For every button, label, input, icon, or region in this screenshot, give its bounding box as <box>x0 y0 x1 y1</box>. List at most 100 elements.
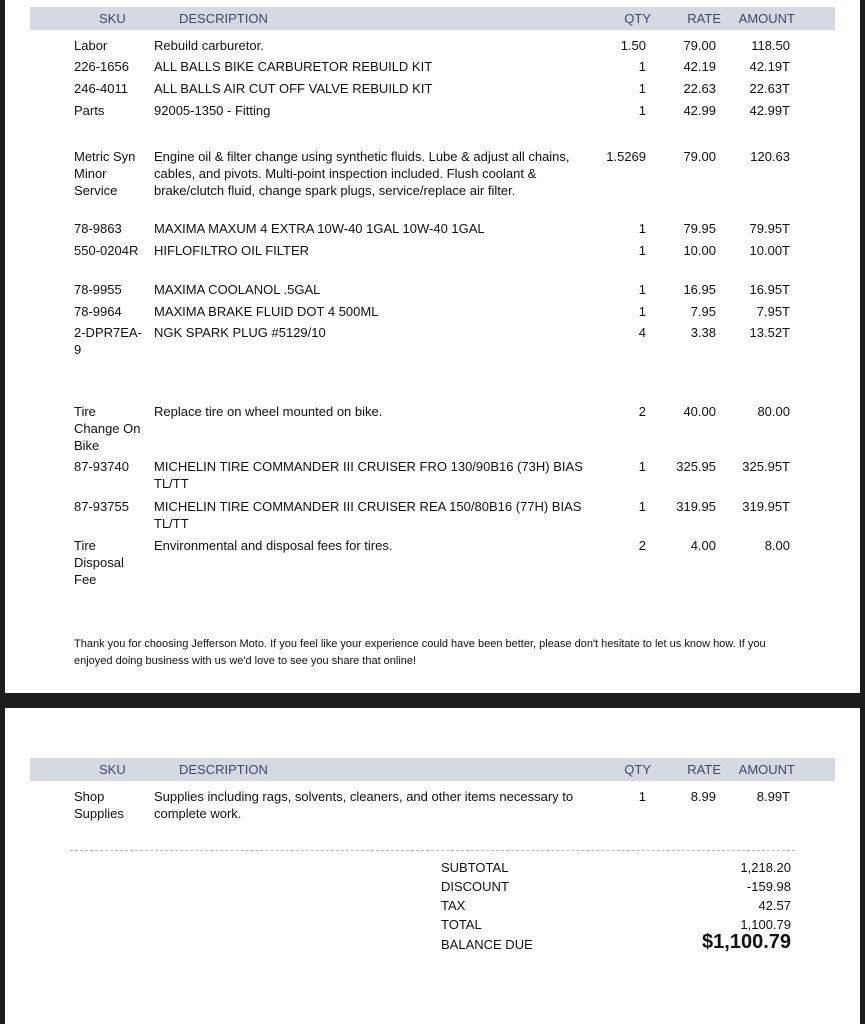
cell-description: 92005-1350 - Fitting <box>154 103 271 118</box>
header-description: DESCRIPTION <box>179 11 268 26</box>
cell-amount: 118.50 <box>751 38 790 53</box>
total-label: TOTAL <box>441 917 482 932</box>
cell-sku: 246-4011 <box>74 81 128 96</box>
cell-description: MAXIMA MAXUM 4 EXTRA 10W-40 1GAL 10W-40 … <box>154 221 485 236</box>
cell-rate: 319.95 <box>676 499 716 514</box>
cell-description: MICHELIN TIRE COMMANDER III CRUISER REA … <box>154 499 582 531</box>
invoice-page-1: SKU DESCRIPTION QTY RATE AMOUNT Labor Reb… <box>5 0 860 693</box>
cell-rate: 40.00 <box>683 404 716 419</box>
cell-sku: 226-1656 <box>74 59 129 74</box>
cell-sku: 550-0204R <box>74 243 139 258</box>
cell-qty: 1.50 <box>620 38 646 53</box>
cell-sku: Tire Change On Bike <box>74 404 141 453</box>
total-value: 1,100.79 <box>740 917 791 932</box>
header-description: DESCRIPTION <box>179 762 268 777</box>
cell-sku: Parts <box>74 103 105 118</box>
cell-rate: 42.99 <box>683 103 716 118</box>
cell-description: HIFLOFILTRO OIL FILTER <box>154 243 310 258</box>
header-sku: SKU <box>99 762 126 777</box>
cell-qty: 1 <box>638 282 646 297</box>
subtotal-label: SUBTOTAL <box>441 860 509 875</box>
cell-sku: Shop Supplies <box>74 789 124 821</box>
cell-description: Engine oil & filter change using synthet… <box>154 149 570 198</box>
cell-rate: 79.00 <box>683 149 716 164</box>
header-qty: QTY <box>624 11 651 26</box>
cell-rate: 79.00 <box>683 38 716 53</box>
cell-rate: 325.95 <box>676 459 716 474</box>
cell-rate: 79.95 <box>683 221 716 236</box>
cell-rate: 4.00 <box>690 538 716 553</box>
cell-description: MICHELIN TIRE COMMANDER III CRUISER FRO … <box>154 459 583 491</box>
cell-rate: 42.19 <box>683 59 716 74</box>
cell-qty: 1 <box>638 243 646 258</box>
cell-sku: 78-9964 <box>74 304 122 319</box>
cell-description: NGK SPARK PLUG #5129/10 <box>154 325 326 340</box>
cell-description: Supplies including rags, solvents, clean… <box>154 789 574 821</box>
header-amount: AMOUNT <box>738 762 795 777</box>
cell-rate: 3.38 <box>690 325 716 340</box>
cell-rate: 22.63 <box>683 81 716 96</box>
cell-description: Rebuild carburetor. <box>154 38 264 53</box>
header-rate: RATE <box>687 11 721 26</box>
cell-description: MAXIMA COOLANOL .5GAL <box>154 282 321 297</box>
header-amount: AMOUNT <box>738 11 795 26</box>
cell-qty: 1 <box>638 103 646 118</box>
cell-description: ALL BALLS AIR CUT OFF VALVE REBUILD KIT <box>154 81 433 96</box>
cell-amount: 22.63T <box>749 81 790 96</box>
table-header: SKU DESCRIPTION QTY RATE AMOUNT <box>30 758 835 781</box>
cell-amount: 8.00 <box>764 538 790 553</box>
cell-amount: 79.95T <box>749 221 790 236</box>
cell-sku: 87-93740 <box>74 459 129 474</box>
balance-due-label: BALANCE DUE <box>441 937 533 952</box>
cell-amount: 80.00 <box>757 404 790 419</box>
invoice-page-2: SKU DESCRIPTION QTY RATE AMOUNT Shop Sup… <box>5 708 860 1024</box>
cell-qty: 1 <box>638 789 646 804</box>
cell-amount: 42.19T <box>749 59 790 74</box>
discount-label: DISCOUNT <box>441 879 509 894</box>
cell-amount: 8.99T <box>756 789 790 804</box>
cell-amount: 42.99T <box>749 103 790 118</box>
cell-description: ALL BALLS BIKE CARBURETOR REBUILD KIT <box>154 59 433 74</box>
cell-description: Replace tire on wheel mounted on bike. <box>154 404 383 419</box>
cell-qty: 1 <box>638 59 646 74</box>
cell-qty: 1 <box>638 304 646 319</box>
cell-rate: 16.95 <box>683 282 716 297</box>
cell-amount: 325.95T <box>742 459 790 474</box>
cell-qty: 1 <box>638 459 646 474</box>
cell-qty: 1 <box>638 499 646 514</box>
cell-amount: 13.52T <box>749 325 790 340</box>
divider <box>70 850 795 851</box>
header-qty: QTY <box>624 762 651 777</box>
cell-amount: 120.63 <box>750 149 790 164</box>
cell-amount: 10.00T <box>749 243 790 258</box>
cell-qty: 2 <box>638 404 646 419</box>
cell-sku: 78-9863 <box>74 221 122 236</box>
discount-value: -159.98 <box>746 879 791 894</box>
subtotal-value: 1,218.20 <box>740 860 791 875</box>
table-header: SKU DESCRIPTION QTY RATE AMOUNT <box>30 7 835 30</box>
cell-sku: Labor <box>74 38 108 53</box>
cell-amount: 16.95T <box>749 282 790 297</box>
cell-qty: 1 <box>638 221 646 236</box>
cell-description: MAXIMA BRAKE FLUID DOT 4 500ML <box>154 304 379 319</box>
cell-amount: 7.95T <box>756 304 790 319</box>
cell-rate: 7.95 <box>690 304 716 319</box>
cell-sku: 78-9955 <box>74 282 122 297</box>
header-sku: SKU <box>99 11 126 26</box>
cell-rate: 10.00 <box>683 243 716 258</box>
tax-value: 42.57 <box>758 898 791 913</box>
cell-qty: 1 <box>638 81 646 96</box>
cell-sku: 2-DPR7EA-9 <box>74 325 142 357</box>
cell-sku: Tire Disposal Fee <box>74 538 124 587</box>
cell-rate: 8.99 <box>690 789 716 804</box>
cell-qty: 4 <box>638 325 646 340</box>
tax-label: TAX <box>441 898 466 913</box>
header-rate: RATE <box>687 762 721 777</box>
thank-you-note: Thank you for choosing Jefferson Moto. I… <box>74 638 766 667</box>
cell-amount: 319.95T <box>742 499 790 514</box>
cell-qty: 2 <box>638 538 646 553</box>
balance-due-value: $1,100.79 <box>702 931 791 953</box>
cell-sku: 87-93755 <box>74 499 129 514</box>
cell-qty: 1.5269 <box>606 149 646 164</box>
cell-sku: Metric Syn Minor Service <box>74 149 136 198</box>
